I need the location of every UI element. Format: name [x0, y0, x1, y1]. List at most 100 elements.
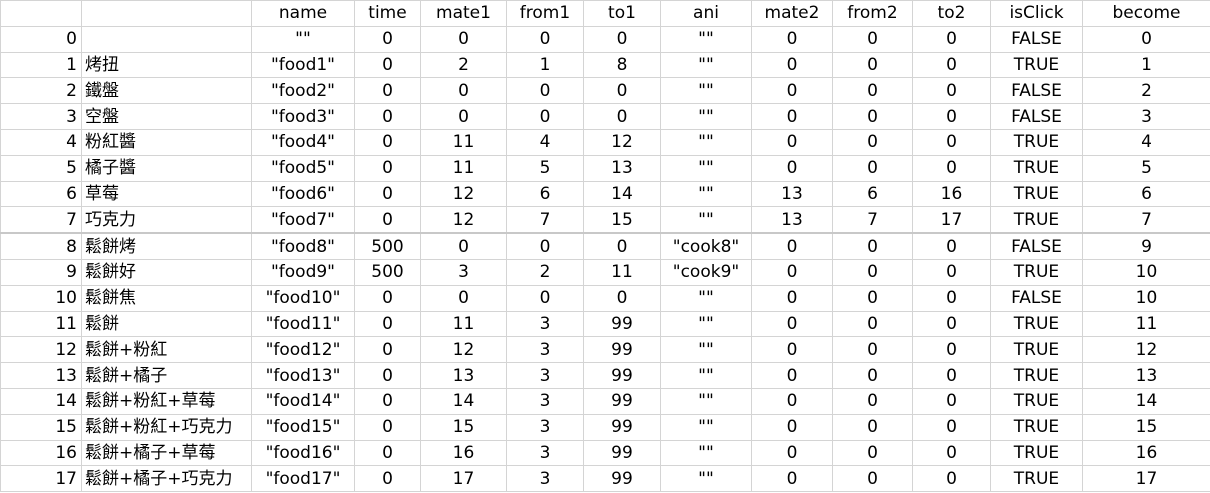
cell-mate2[interactable]: 0 [751, 387, 833, 415]
header-cell-ani[interactable]: ani [660, 0, 752, 27]
cell-mate2[interactable]: 0 [751, 439, 833, 467]
cell-isclick[interactable]: TRUE [990, 439, 1083, 467]
cell-time[interactable]: 0 [354, 206, 421, 234]
cell-item-label[interactable] [81, 25, 252, 53]
cell-mate2[interactable]: 0 [751, 51, 833, 79]
cell-to2[interactable]: 0 [912, 413, 991, 441]
cell-from1[interactable]: 3 [506, 387, 584, 415]
cell-item-label[interactable]: 鬆餅焦 [81, 284, 252, 312]
cell-ani[interactable]: "" [660, 310, 752, 338]
cell-from2[interactable]: 0 [832, 232, 913, 260]
cell-item-label[interactable]: 草莓 [81, 180, 252, 208]
cell-mate2[interactable]: 0 [751, 232, 833, 260]
cell-to1[interactable]: 0 [583, 284, 661, 312]
cell-to2[interactable]: 0 [912, 103, 991, 130]
cell-mate1[interactable]: 17 [420, 465, 507, 493]
cell-item-label[interactable]: 鐵盤 [81, 77, 252, 105]
cell-to1[interactable]: 15 [583, 206, 661, 234]
cell-from2[interactable]: 0 [832, 77, 913, 105]
cell-time[interactable]: 0 [354, 465, 421, 493]
cell-from1[interactable]: 3 [506, 362, 584, 389]
cell-from1[interactable]: 0 [506, 77, 584, 105]
cell-to1[interactable]: 99 [583, 387, 661, 415]
cell-ani[interactable]: "" [660, 439, 752, 467]
cell-to1[interactable]: 99 [583, 413, 661, 441]
cell-item-label[interactable]: 鬆餅+橘子 [81, 362, 252, 389]
cell-mate1[interactable]: 0 [420, 77, 507, 105]
cell-row-index[interactable]: 11 [0, 310, 82, 338]
header-cell-to2[interactable]: to2 [912, 0, 991, 27]
cell-time[interactable]: 0 [354, 439, 421, 467]
cell-ani[interactable]: "" [660, 206, 752, 234]
cell-name[interactable]: "food13" [251, 362, 355, 389]
cell-name[interactable]: "food12" [251, 336, 355, 364]
cell-item-label[interactable]: 粉紅醬 [81, 128, 252, 156]
cell-row-index[interactable]: 8 [0, 232, 82, 260]
cell-mate2[interactable]: 0 [751, 25, 833, 53]
cell-from1[interactable]: 7 [506, 206, 584, 234]
cell-from2[interactable]: 0 [832, 103, 913, 130]
cell-mate1[interactable]: 2 [420, 51, 507, 79]
cell-isclick[interactable]: TRUE [990, 362, 1083, 389]
cell-item-label[interactable]: 鬆餅+橘子+巧克力 [81, 465, 252, 493]
cell-time[interactable]: 0 [354, 128, 421, 156]
cell-to1[interactable]: 12 [583, 128, 661, 156]
cell-row-index[interactable]: 2 [0, 77, 82, 105]
cell-time[interactable]: 0 [354, 310, 421, 338]
cell-to2[interactable]: 0 [912, 154, 991, 182]
cell-to1[interactable]: 0 [583, 77, 661, 105]
cell-mate2[interactable]: 0 [751, 336, 833, 364]
cell-from1[interactable]: 0 [506, 232, 584, 260]
cell-from1[interactable]: 0 [506, 103, 584, 130]
cell-isclick[interactable]: FALSE [990, 25, 1083, 53]
cell-from1[interactable]: 2 [506, 258, 584, 286]
cell-become[interactable]: 3 [1082, 103, 1210, 130]
cell-from1[interactable]: 6 [506, 180, 584, 208]
cell-to2[interactable]: 0 [912, 439, 991, 467]
cell-become[interactable]: 15 [1082, 413, 1210, 441]
cell-from2[interactable]: 0 [832, 284, 913, 312]
cell-become[interactable]: 6 [1082, 180, 1210, 208]
cell-from2[interactable]: 0 [832, 154, 913, 182]
cell-from1[interactable]: 4 [506, 128, 584, 156]
cell-ani[interactable]: "" [660, 25, 752, 53]
cell-ani[interactable]: "cook9" [660, 258, 752, 286]
cell-become[interactable]: 13 [1082, 362, 1210, 389]
cell-item-label[interactable]: 鬆餅+粉紅+草莓 [81, 387, 252, 415]
cell-item-label[interactable]: 鬆餅好 [81, 258, 252, 286]
cell-time[interactable]: 0 [354, 413, 421, 441]
cell-to1[interactable]: 99 [583, 310, 661, 338]
cell-to2[interactable]: 0 [912, 128, 991, 156]
cell-time[interactable]: 0 [354, 103, 421, 130]
cell-item-label[interactable]: 鬆餅烤 [81, 232, 252, 260]
header-cell-from2[interactable]: from2 [832, 0, 913, 27]
cell-row-index[interactable]: 10 [0, 284, 82, 312]
cell-mate1[interactable]: 0 [420, 284, 507, 312]
cell-ani[interactable]: "" [660, 284, 752, 312]
cell-row-index[interactable]: 5 [0, 154, 82, 182]
cell-become[interactable]: 10 [1082, 284, 1210, 312]
cell-isclick[interactable]: FALSE [990, 77, 1083, 105]
cell-time[interactable]: 0 [354, 336, 421, 364]
cell-name[interactable]: "food7" [251, 206, 355, 234]
cell-become[interactable]: 7 [1082, 206, 1210, 234]
cell-name[interactable]: "food6" [251, 180, 355, 208]
cell-from1[interactable]: 3 [506, 465, 584, 493]
header-cell-isclick[interactable]: isClick [990, 0, 1083, 27]
cell-from1[interactable]: 0 [506, 284, 584, 312]
cell-from1[interactable]: 0 [506, 25, 584, 53]
cell-to2[interactable]: 17 [912, 206, 991, 234]
cell-row-index[interactable]: 6 [0, 180, 82, 208]
cell-become[interactable]: 1 [1082, 51, 1210, 79]
cell-time[interactable]: 0 [354, 362, 421, 389]
cell-to2[interactable]: 16 [912, 180, 991, 208]
cell-from2[interactable]: 0 [832, 336, 913, 364]
cell-row-index[interactable]: 16 [0, 439, 82, 467]
cell-ani[interactable]: "" [660, 51, 752, 79]
cell-mate1[interactable]: 11 [420, 310, 507, 338]
cell-become[interactable]: 0 [1082, 25, 1210, 53]
cell-item-label[interactable]: 鬆餅 [81, 310, 252, 338]
cell-from2[interactable]: 0 [832, 310, 913, 338]
cell-become[interactable]: 10 [1082, 258, 1210, 286]
cell-isclick[interactable]: FALSE [990, 284, 1083, 312]
